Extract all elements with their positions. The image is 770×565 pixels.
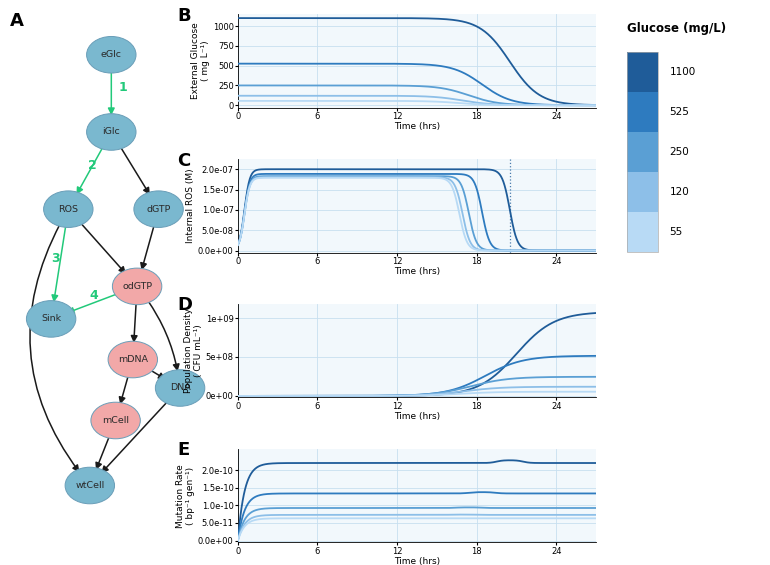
Text: dGTP: dGTP bbox=[146, 205, 171, 214]
Ellipse shape bbox=[65, 467, 115, 504]
Ellipse shape bbox=[91, 402, 140, 439]
Text: 120: 120 bbox=[670, 187, 689, 197]
Ellipse shape bbox=[86, 37, 136, 73]
Y-axis label: External Glucose
( mg L⁻¹): External Glucose ( mg L⁻¹) bbox=[190, 23, 210, 99]
Text: DNA: DNA bbox=[169, 384, 190, 393]
Text: 1100: 1100 bbox=[670, 67, 696, 77]
Ellipse shape bbox=[112, 268, 162, 305]
Text: 4: 4 bbox=[90, 289, 99, 302]
Ellipse shape bbox=[156, 370, 205, 406]
Bar bbox=[627, 53, 658, 252]
Bar bbox=[627, 212, 658, 252]
Text: 1: 1 bbox=[119, 81, 128, 94]
Bar bbox=[627, 172, 658, 212]
Text: wtCell: wtCell bbox=[75, 481, 105, 490]
X-axis label: Time (hrs): Time (hrs) bbox=[394, 122, 440, 131]
Text: C: C bbox=[177, 151, 190, 170]
X-axis label: Time (hrs): Time (hrs) bbox=[394, 412, 440, 421]
Y-axis label: Internal ROS (M): Internal ROS (M) bbox=[186, 168, 195, 243]
Bar bbox=[627, 92, 658, 132]
Ellipse shape bbox=[108, 341, 158, 378]
Text: mDNA: mDNA bbox=[118, 355, 148, 364]
Text: A: A bbox=[10, 12, 24, 31]
Text: E: E bbox=[177, 441, 189, 459]
Text: 2: 2 bbox=[88, 159, 96, 172]
Bar bbox=[627, 132, 658, 172]
Text: B: B bbox=[177, 7, 191, 25]
Text: D: D bbox=[177, 297, 192, 315]
Text: Glucose (mg/L): Glucose (mg/L) bbox=[627, 22, 726, 35]
Text: 525: 525 bbox=[670, 107, 689, 118]
Y-axis label: Mutation Rate
( bp⁻¹ gen⁻¹): Mutation Rate ( bp⁻¹ gen⁻¹) bbox=[176, 464, 195, 528]
Text: iGlc: iGlc bbox=[102, 128, 120, 137]
Text: mCell: mCell bbox=[102, 416, 129, 425]
Text: odGTP: odGTP bbox=[122, 282, 152, 291]
Text: 3: 3 bbox=[51, 252, 60, 265]
Bar bbox=[627, 53, 658, 92]
Ellipse shape bbox=[26, 301, 76, 337]
Ellipse shape bbox=[44, 191, 93, 228]
Ellipse shape bbox=[86, 114, 136, 150]
Text: Sink: Sink bbox=[41, 314, 61, 323]
Text: 55: 55 bbox=[670, 227, 683, 237]
Text: eGlc: eGlc bbox=[101, 50, 122, 59]
Y-axis label: Population Density
( CFU mL⁻¹): Population Density ( CFU mL⁻¹) bbox=[183, 308, 203, 393]
X-axis label: Time (hrs): Time (hrs) bbox=[394, 557, 440, 565]
Ellipse shape bbox=[134, 191, 183, 228]
X-axis label: Time (hrs): Time (hrs) bbox=[394, 267, 440, 276]
Text: 250: 250 bbox=[670, 147, 689, 157]
Text: ROS: ROS bbox=[59, 205, 79, 214]
